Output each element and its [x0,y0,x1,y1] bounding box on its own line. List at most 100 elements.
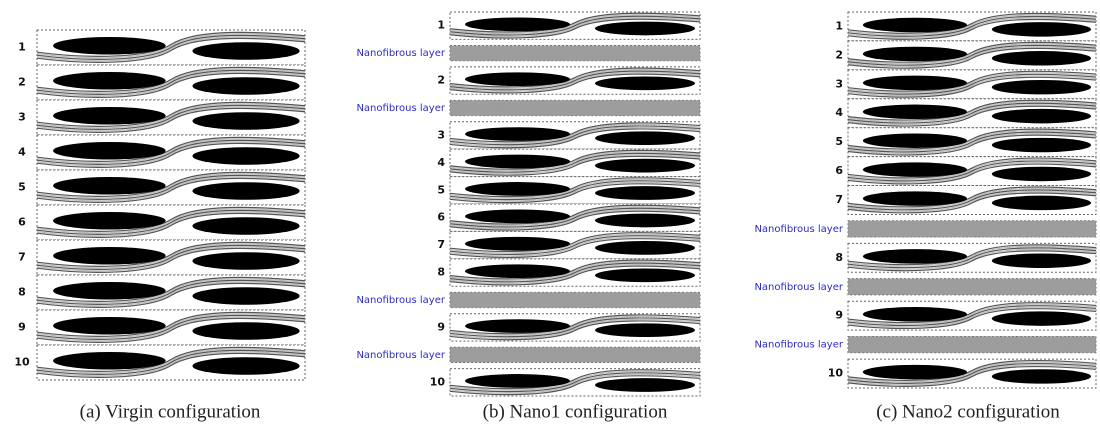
fiber-strand [36,352,306,378]
fiber-strand [449,180,701,201]
fiber-strand [36,101,306,127]
tow-left [465,319,570,333]
layer-number: 9 [835,309,843,322]
tow-right [595,186,695,200]
fiber-strand [847,41,1097,63]
fiber-strand [847,244,1097,266]
tow-right [192,77,300,95]
tow-left [862,307,968,322]
fiber-strand [449,369,701,390]
fiber-strand [847,189,1097,211]
fiber-strand [36,247,306,273]
layer-number: 7 [437,238,445,251]
fiber-strand [449,155,701,176]
fiber-strand [36,66,306,92]
fiber-strand [449,318,701,339]
layer-number: 1 [835,19,843,32]
fiber-strand [36,314,306,340]
fiber-strand [847,192,1097,214]
layer-number: 8 [18,286,26,299]
fiber-strand [36,209,306,235]
fiber-strand [847,134,1097,156]
tow-left [862,46,968,62]
tow-left [862,75,968,91]
fiber-strand [847,133,1097,155]
fiber-strand [36,174,306,200]
fiber-strand [449,233,701,254]
tow-left [465,374,570,388]
tow-left [862,133,968,148]
fiber-strand [847,303,1097,325]
tow-right [991,311,1092,326]
fiber-strand [449,149,701,170]
nano-texture [848,220,1096,238]
tow-left [862,364,968,380]
tow-right [595,241,695,255]
layer-number: 4 [18,146,26,159]
tow-right [192,217,300,235]
nano-label: Nanofibrous layer [356,295,445,306]
fiber-strand [449,259,701,280]
fiber-strand [36,282,306,308]
caption: (c) Nano2 configuration [876,401,1060,422]
tow-left [53,352,166,370]
fiber-strand [449,72,701,92]
nano-label: Nanofibrous layer [356,48,445,59]
fiber-strand [36,72,306,98]
tow-right [595,213,695,228]
fiber-strand [36,316,306,342]
fiber-strand [449,209,701,230]
fiber-strand [36,37,306,63]
tow-left [53,247,166,265]
tow-right [991,137,1092,153]
fiber-strand [36,136,306,162]
tow-left [53,142,166,160]
tow-left [862,191,968,206]
fiber-strand [449,262,701,283]
fiber-strand [449,123,701,144]
tow-right [595,268,695,283]
fiber-strand [36,68,306,94]
tow-right [991,22,1092,37]
nano-label: Nanofibrous layer [356,103,445,114]
layer-number: 5 [18,181,26,194]
tow-right [991,166,1092,182]
layer-number: 8 [437,266,445,279]
nano-texture [450,100,700,116]
fiber-strand [449,207,701,228]
fiber-strand [847,17,1097,39]
tow-left [862,249,968,264]
fiber-strand [449,373,701,394]
fiber-strand [847,99,1097,121]
fiber-strand [847,302,1097,324]
fiber-strand [847,44,1097,66]
fiber-strand [449,315,701,336]
fiber-strand [847,102,1097,124]
nano-texture [848,278,1096,295]
tow-right [192,42,300,60]
fiber-strand [449,122,701,143]
tow-left [53,37,166,55]
fiber-strand [449,15,701,36]
fiber-strand [847,104,1097,126]
tow-right [595,158,695,173]
fiber-strand [847,248,1097,270]
fiber-strand [449,125,701,146]
fiber-strand [449,177,701,198]
fiber-strand [847,359,1097,381]
fiber-strand [36,311,306,337]
layer-number: 2 [835,48,843,61]
tow-right [991,369,1092,384]
layer-number: 6 [835,164,843,177]
fiber-strand [847,128,1097,150]
tow-right [991,51,1092,66]
fiber-strand [449,238,701,259]
fiber-strand [449,67,701,88]
fiber-strand [36,348,306,374]
tow-left [53,212,166,230]
fiber-strand [847,157,1097,179]
nano-label: Nanofibrous layer [754,340,843,351]
fiber-strand [36,141,306,167]
fiber-strand [449,210,701,231]
tow-left [465,236,570,251]
